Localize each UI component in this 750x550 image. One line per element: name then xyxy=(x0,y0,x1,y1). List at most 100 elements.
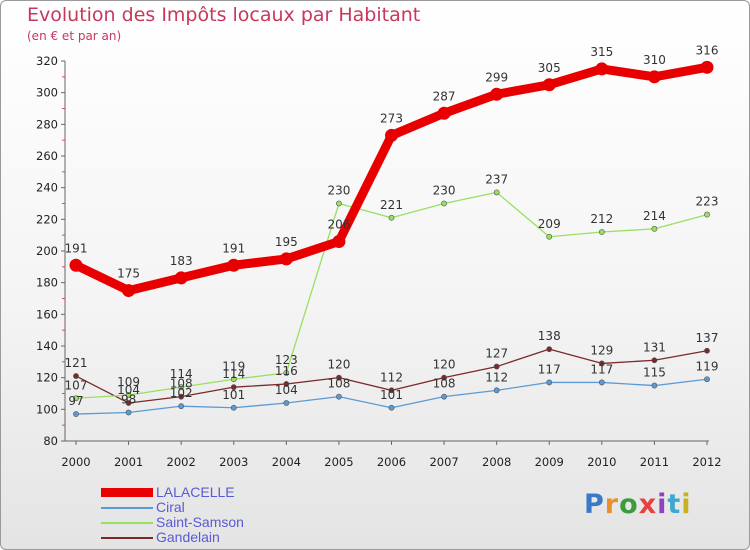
y-tick-label: 260 xyxy=(36,149,58,163)
x-tick-label: 2004 xyxy=(272,455,301,469)
data-label-gandelain: 108 xyxy=(170,377,193,391)
data-labels: 191 175 183 191 195 206 273 287 299 305 315 310 316 9… xyxy=(65,43,719,408)
data-label-saint-samson: 123 xyxy=(275,353,298,367)
x-tick-label: 2011 xyxy=(640,455,669,469)
y-tick-label: 180 xyxy=(36,276,58,290)
data-label-gandelain: 120 xyxy=(433,358,456,372)
logo-letter: i xyxy=(681,489,692,520)
data-label-ciral: 98 xyxy=(121,393,136,407)
data-label-gandelain: 131 xyxy=(643,340,666,354)
legend-item-saint-samson: Saint-Samson xyxy=(101,514,361,530)
x-tick-label: 2009 xyxy=(535,455,564,469)
y-tick-label: 80 xyxy=(43,434,58,448)
data-label-gandelain: 116 xyxy=(275,364,298,378)
x-tick-label: 2001 xyxy=(114,455,143,469)
y-tick-label: 200 xyxy=(36,244,58,258)
data-label-ciral: 108 xyxy=(433,377,456,391)
data-point-lalacelle xyxy=(490,87,504,101)
data-label-gandelain: 104 xyxy=(117,383,140,397)
y-tick-label: 100 xyxy=(36,402,58,416)
data-label-saint-samson: 221 xyxy=(380,198,403,212)
x-tick-label: 2005 xyxy=(324,455,353,469)
data-point-ciral xyxy=(125,409,132,416)
proxiti-logo: Proxiti xyxy=(584,489,692,520)
data-label-saint-samson: 109 xyxy=(117,375,140,389)
data-point-gandelain xyxy=(125,400,132,406)
data-point-ciral xyxy=(546,379,553,386)
data-label-lalacelle: 316 xyxy=(696,43,719,57)
legend-swatch-lalacelle xyxy=(101,488,153,497)
data-point-saint-samson xyxy=(336,200,342,207)
y-tick-label: 220 xyxy=(36,212,58,226)
logo-letter: t xyxy=(667,489,682,520)
data-label-ciral: 108 xyxy=(327,377,350,391)
data-point-ciral xyxy=(230,404,237,411)
legend-label-ciral: Ciral xyxy=(156,499,185,515)
data-label-gandelain: 137 xyxy=(696,331,719,345)
data-label-saint-samson: 223 xyxy=(696,195,719,209)
data-point-saint-samson xyxy=(388,214,395,221)
data-point-gandelain xyxy=(230,384,237,391)
data-label-lalacelle: 175 xyxy=(117,267,140,281)
data-point-lalacelle xyxy=(647,70,661,84)
legend-item-gandelain: Gandelain xyxy=(101,529,361,545)
data-point-lalacelle xyxy=(437,106,451,120)
data-point-saint-samson xyxy=(493,189,500,196)
y-tick-label: 240 xyxy=(36,181,58,195)
data-label-lalacelle: 206 xyxy=(327,218,350,232)
data-label-gandelain: 120 xyxy=(327,358,350,372)
data-point-saint-samson xyxy=(651,225,658,232)
data-point-ciral xyxy=(704,376,710,383)
logo-letter: x xyxy=(638,489,658,520)
data-point-lalacelle xyxy=(69,258,83,272)
logo-letter: o xyxy=(619,489,639,520)
x-tick-label: 2003 xyxy=(219,455,248,469)
data-point-gandelain xyxy=(73,373,79,379)
data-label-saint-samson: 119 xyxy=(222,359,245,373)
data-point-lalacelle xyxy=(174,271,188,285)
y-tick-label: 160 xyxy=(36,307,58,321)
data-label-ciral: 117 xyxy=(538,362,561,376)
data-point-lalacelle xyxy=(279,252,293,266)
data-label-ciral: 97 xyxy=(68,394,83,408)
data-label-lalacelle: 305 xyxy=(538,61,561,75)
x-tick-label: 2007 xyxy=(429,455,458,469)
data-label-gandelain: 127 xyxy=(485,347,508,361)
logo-letter: i xyxy=(657,489,668,520)
data-point-lalacelle xyxy=(332,235,346,248)
data-point-lalacelle xyxy=(595,62,609,76)
data-point-gandelain xyxy=(336,374,342,381)
data-label-gandelain: 121 xyxy=(65,356,88,370)
data-label-gandelain: 112 xyxy=(380,370,403,384)
data-point-saint-samson xyxy=(441,200,447,207)
data-label-ciral: 115 xyxy=(643,366,666,380)
data-label-saint-samson: 230 xyxy=(327,184,350,198)
data-label-lalacelle: 299 xyxy=(485,70,508,84)
data-label-saint-samson: 114 xyxy=(170,367,193,381)
data-label-saint-samson: 212 xyxy=(590,212,613,226)
legend-item-ciral: Ciral xyxy=(101,499,361,515)
data-point-lalacelle xyxy=(542,78,556,92)
data-label-lalacelle: 315 xyxy=(590,45,613,59)
data-label-lalacelle: 273 xyxy=(380,111,403,125)
data-point-gandelain xyxy=(388,387,395,394)
data-label-ciral: 117 xyxy=(590,362,613,376)
data-point-ciral xyxy=(493,387,500,394)
data-point-saint-samson xyxy=(230,376,237,383)
legend-item-lalacelle: LALACELLE xyxy=(101,484,361,500)
data-point-saint-samson xyxy=(73,395,79,402)
data-label-ciral: 101 xyxy=(380,388,403,402)
data-point-lalacelle xyxy=(700,60,714,74)
data-point-saint-samson xyxy=(546,233,553,240)
data-point-ciral xyxy=(336,393,342,400)
data-label-gandelain: 138 xyxy=(538,329,561,343)
legend: LALACELLE Ciral Saint-Samson Gandelain xyxy=(101,484,361,545)
data-label-saint-samson: 230 xyxy=(433,184,456,198)
logo-letter: P xyxy=(584,489,605,520)
data-point-saint-samson xyxy=(598,229,605,235)
data-point-ciral xyxy=(178,403,185,410)
data-point-saint-samson xyxy=(283,370,290,376)
legend-swatch-gandelain xyxy=(101,537,153,539)
